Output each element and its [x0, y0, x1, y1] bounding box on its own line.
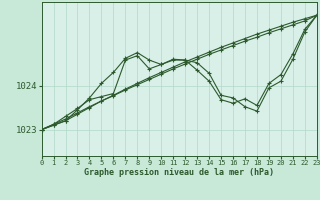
X-axis label: Graphe pression niveau de la mer (hPa): Graphe pression niveau de la mer (hPa) — [84, 168, 274, 177]
